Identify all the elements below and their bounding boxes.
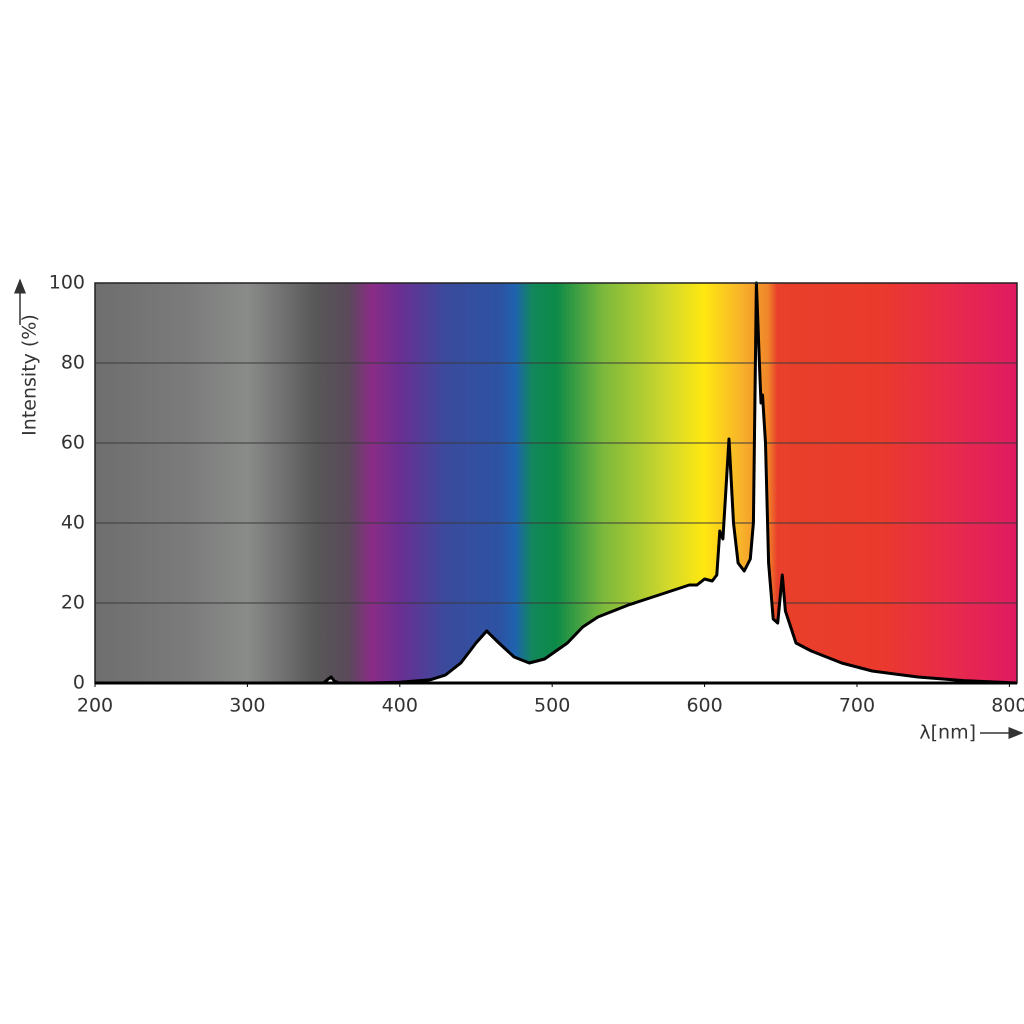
x-tick-label: 400 [382,695,418,717]
x-axis-label: λ[nm] [919,722,976,744]
y-axis-label: Intensity (%) [19,314,41,436]
x-tick-label: 200 [77,695,113,717]
x-tick-label: 500 [534,695,570,717]
y-tick-label: 20 [61,592,85,614]
y-tick-label: 0 [73,672,85,694]
y-tick-label: 100 [49,272,85,294]
y-tick-label: 40 [61,512,85,534]
spectrum-background [95,283,1017,683]
x-tick-label: 800 [991,695,1024,717]
x-tick-label: 600 [686,695,722,717]
spectrum-line [95,281,1018,685]
x-tick-label: 700 [839,695,875,717]
x-tick-label: 300 [229,695,265,717]
y-tick-label: 80 [61,352,85,374]
y-tick-label: 60 [61,432,85,454]
